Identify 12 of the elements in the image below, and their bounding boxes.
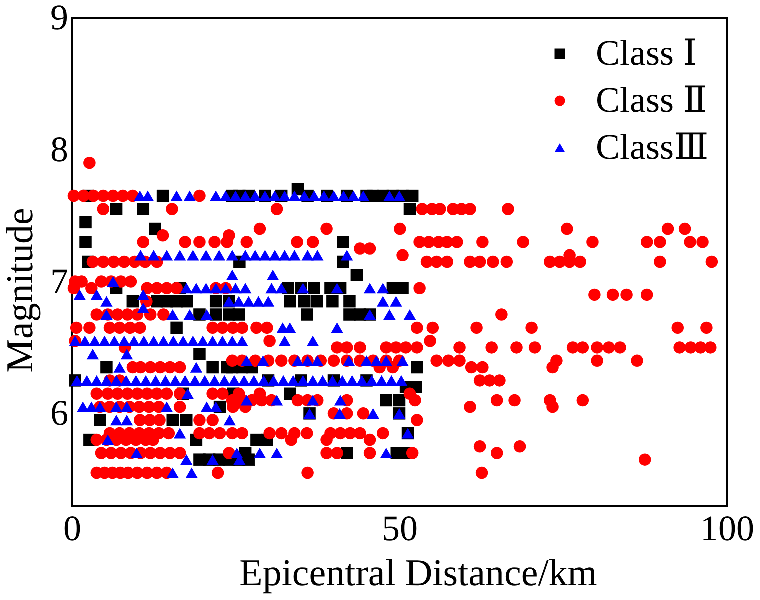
x-tick-label: 0 [64, 508, 82, 548]
x-axis-title: Epicentral Distance/km [240, 552, 598, 594]
legend-label: Class Ⅰ [596, 33, 698, 73]
x-tick-label: 100 [700, 508, 754, 548]
y-tick-label: 7 [50, 261, 68, 302]
y-tick-label: 8 [50, 129, 68, 170]
y-tick-label: 9 [50, 0, 68, 38]
y-axis-title: Magnitude [0, 208, 42, 373]
legend-label: ClassⅢ [596, 127, 709, 167]
legend-label: Class Ⅱ [596, 80, 708, 120]
x-tick-label: 50 [382, 508, 418, 548]
y-tick-label: 6 [50, 393, 68, 434]
